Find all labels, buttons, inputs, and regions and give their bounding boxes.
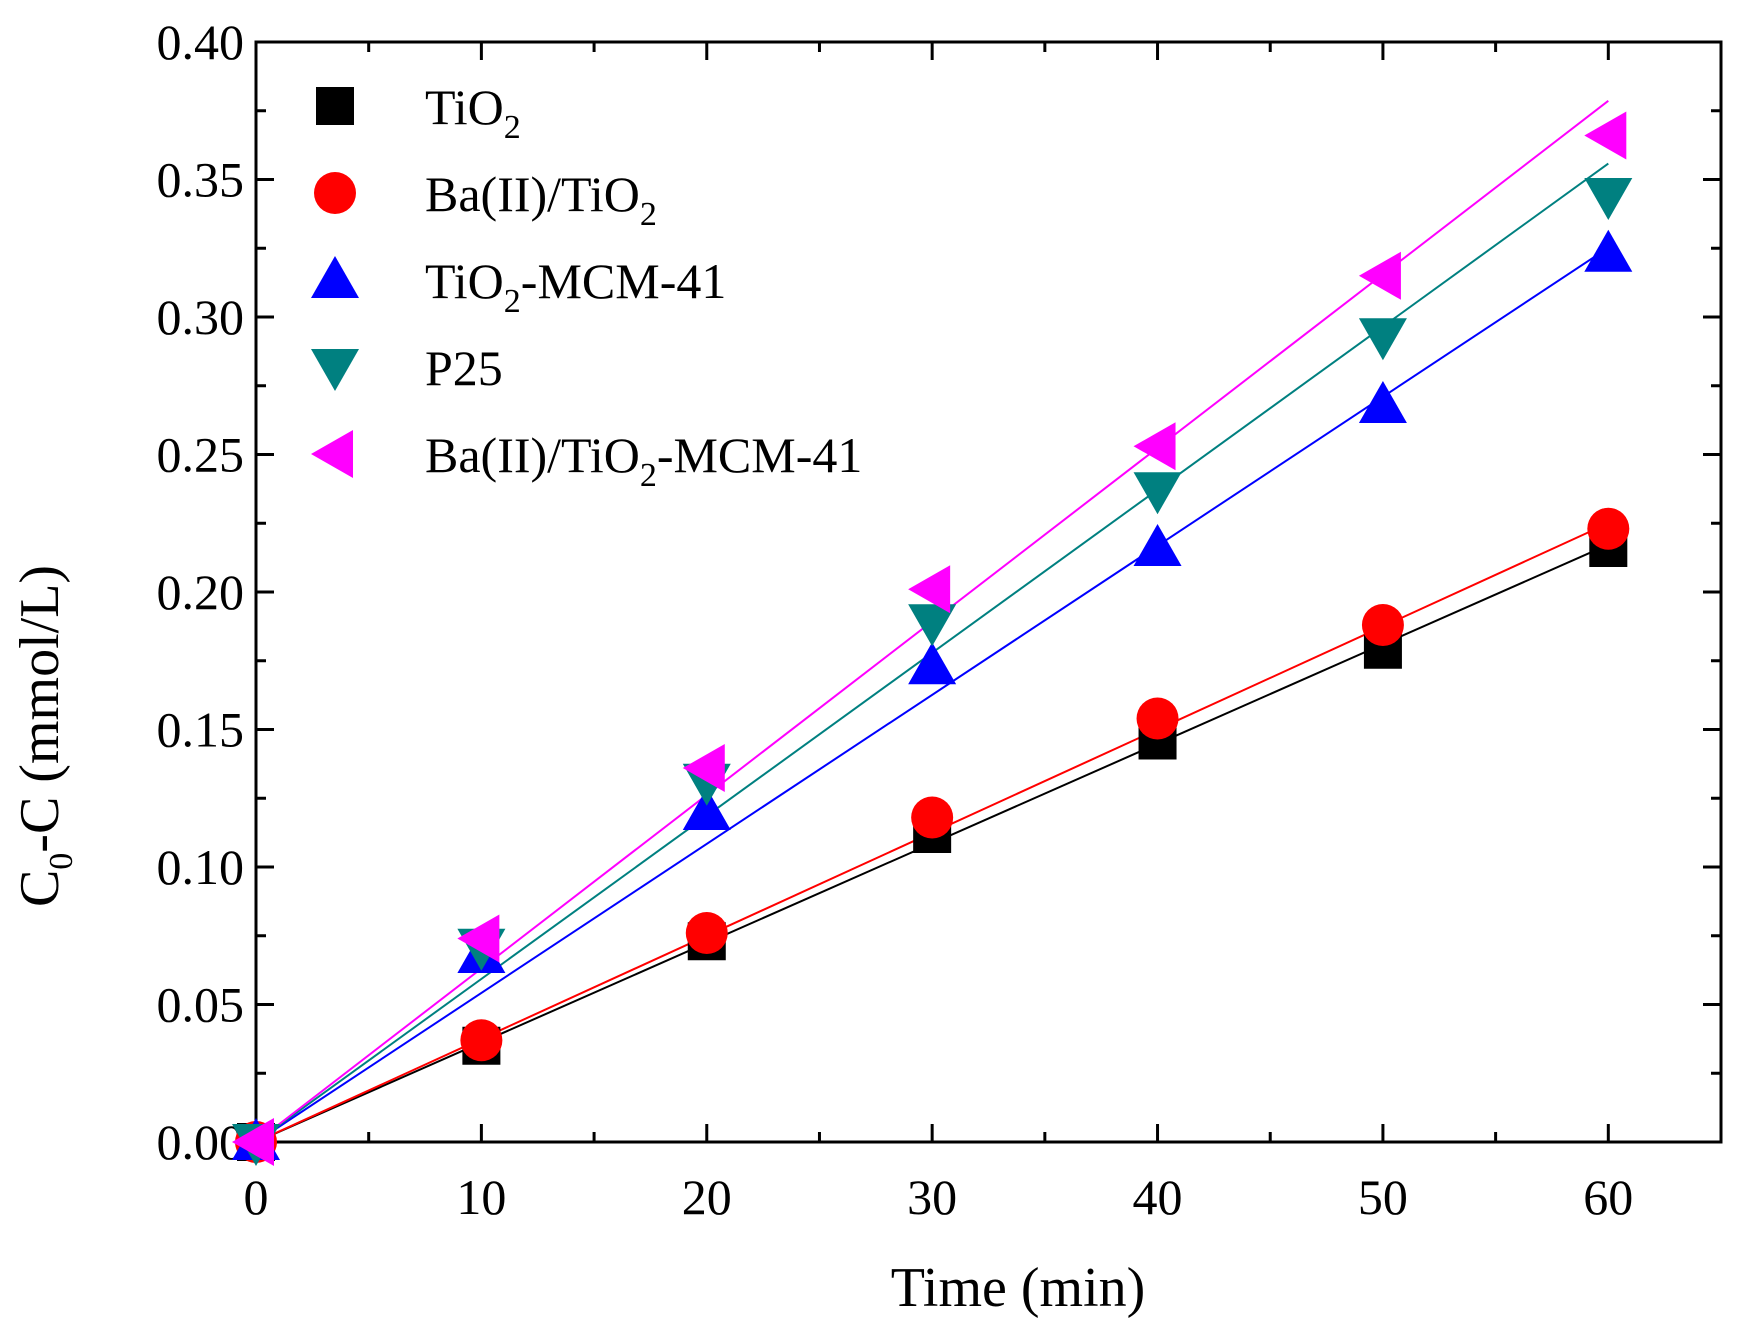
legend-label: Ba(II)/TiO2-MCM-41 <box>425 427 862 494</box>
legend-label-text: TiO <box>425 79 504 135</box>
data-point <box>908 565 951 614</box>
data-point <box>1133 524 1182 566</box>
data-point <box>1358 381 1407 423</box>
y-tick-label: 0.05 <box>157 977 245 1033</box>
data-point <box>460 1019 503 1062</box>
legend-label-subscript: 2 <box>640 457 657 494</box>
data-point <box>908 604 957 647</box>
data-point <box>1136 697 1179 740</box>
x-axis-title: Time (min) <box>891 1257 1146 1319</box>
data-point <box>232 1118 274 1166</box>
legend-label-subscript: 2 <box>504 283 521 320</box>
x-tick-label: 50 <box>1358 1169 1408 1225</box>
legend-label: TiO2 <box>425 79 521 146</box>
data-point <box>1584 111 1627 160</box>
data-point <box>1361 604 1404 646</box>
legend-label: TiO2-MCM-41 <box>425 253 726 320</box>
series-markers <box>232 111 1627 1166</box>
legend-label: Ba(II)/TiO2 <box>425 166 657 233</box>
y-tick-label: 0.35 <box>157 152 245 208</box>
data-markers <box>232 111 1633 1166</box>
x-tick-label: 30 <box>907 1169 957 1225</box>
data-point <box>1587 507 1630 550</box>
x-tick-label: 60 <box>1583 1169 1633 1225</box>
data-point <box>685 912 728 954</box>
data-point <box>1358 318 1407 361</box>
legend-label-subscript: 2 <box>640 196 657 233</box>
legend-marker <box>314 172 356 214</box>
legend-label-text: P25 <box>425 340 503 396</box>
legend-label-text: -MCM-41 <box>657 427 863 483</box>
y-axis-title: C0-C (mmol/L) <box>9 565 80 907</box>
legend-label: P25 <box>425 340 503 396</box>
data-point <box>457 914 500 963</box>
x-tick-label: 10 <box>456 1169 506 1225</box>
data-point <box>911 796 954 839</box>
legend: TiO2Ba(II)/TiO2TiO2-MCM-41P25Ba(II)/TiO2… <box>311 79 862 494</box>
x-tick-label: 0 <box>244 1169 269 1225</box>
data-point <box>1584 229 1633 272</box>
y-tick-label: 0.30 <box>157 289 245 345</box>
y-tick-label: 0.10 <box>157 839 245 895</box>
data-point <box>682 788 731 830</box>
x-tick-label: 20 <box>682 1169 732 1225</box>
legend-marker <box>311 256 359 298</box>
data-point <box>1358 251 1401 300</box>
legend-label-subscript: 2 <box>504 109 521 146</box>
series-markers <box>235 507 1630 1163</box>
y-tick-label: 0.40 <box>157 14 245 70</box>
data-point <box>1584 178 1633 220</box>
y-axis-title-rest: -C (mmol/L) <box>9 565 71 853</box>
legend-marker <box>311 430 353 478</box>
data-point <box>1133 472 1182 515</box>
y-axis-title-sub: 0 <box>43 853 80 870</box>
legend-label-text: -MCM-41 <box>521 253 727 309</box>
x-tick-label: 40 <box>1133 1169 1183 1225</box>
legend-marker <box>316 87 354 125</box>
y-tick-label: 0.25 <box>157 427 245 483</box>
y-tick-label: 0.00 <box>157 1114 245 1170</box>
legend-label-text: Ba(II)/TiO <box>425 427 640 483</box>
legend-label-text: Ba(II)/TiO <box>425 166 640 222</box>
legend-label-text: TiO <box>425 253 504 309</box>
y-axis-title-main: C <box>9 870 71 907</box>
x-axis: 0 10 20 30 40 50 60 <box>244 42 1633 1225</box>
y-tick-label: 0.20 <box>157 564 245 620</box>
legend-marker <box>311 349 359 391</box>
y-axis: 0.00 0.05 0.10 0.15 0.20 0.25 0.30 0.35 0.40 <box>157 14 1721 1170</box>
data-point <box>908 642 957 685</box>
y-tick-label: 0.15 <box>157 702 245 758</box>
data-point <box>682 744 725 792</box>
data-point <box>1133 422 1176 471</box>
